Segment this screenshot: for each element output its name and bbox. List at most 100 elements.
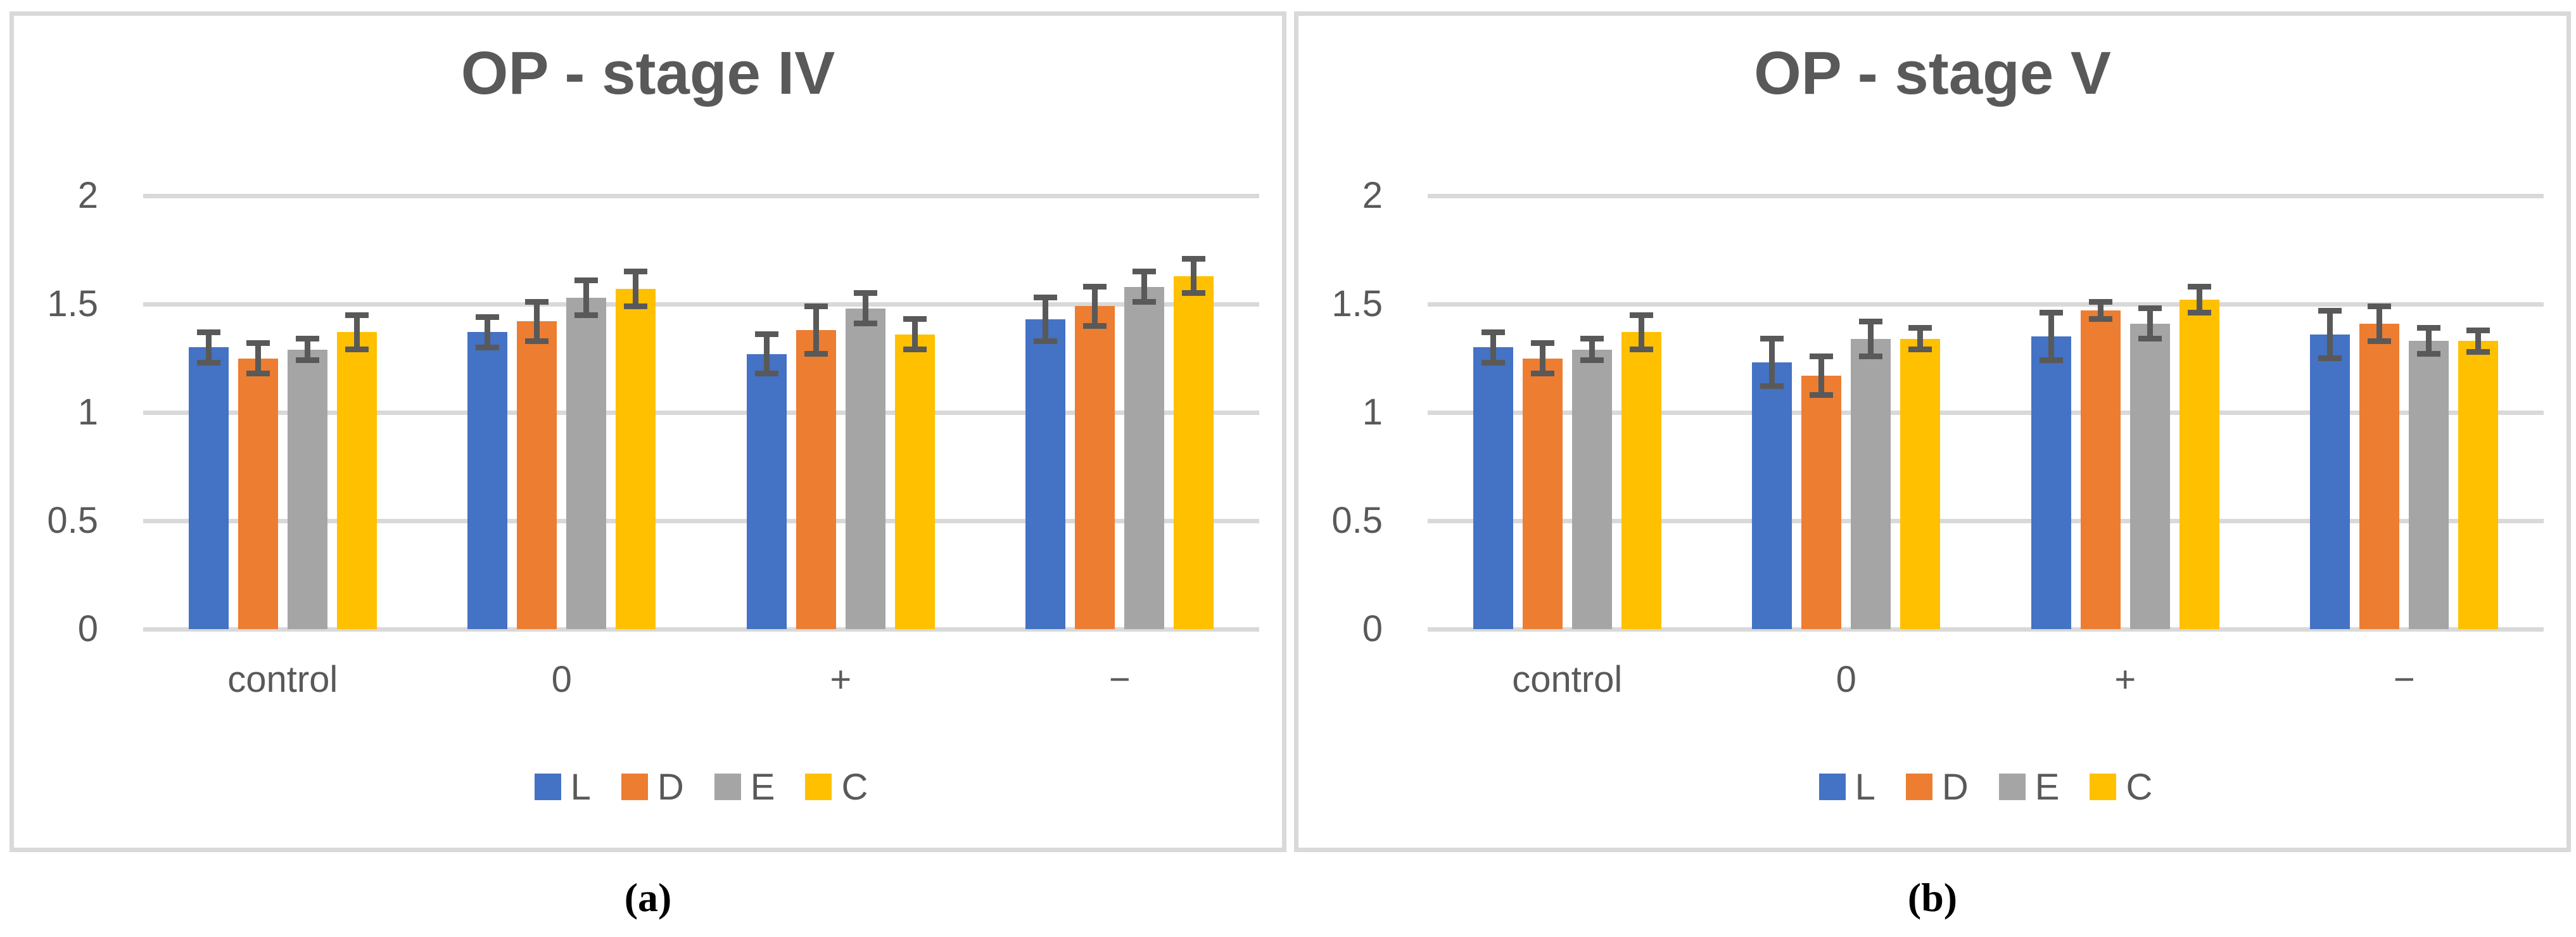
error-bar <box>205 332 212 363</box>
error-bar <box>2327 310 2333 359</box>
error-cap-bottom <box>1629 347 1653 353</box>
chart-panel-stage-iv: OP - stage IV 0 0.5 1 1.5 2 control 0 + − L D E C <box>10 11 1286 852</box>
gridline <box>143 302 1259 307</box>
legend-item-E: E <box>1998 766 2059 808</box>
gridline <box>1428 302 2544 307</box>
bar-L <box>467 332 508 629</box>
bar-L <box>1473 347 1513 629</box>
error-cap-bottom <box>1859 353 1883 359</box>
y-tick-label: 0 <box>1362 608 1383 649</box>
gridline <box>1428 411 2544 415</box>
legend-label: C <box>841 766 868 808</box>
error-cap-bottom <box>1481 359 1505 366</box>
error-cap-top <box>2187 284 2211 290</box>
legend-label: L <box>1855 766 1875 808</box>
legend-swatch-L <box>534 774 561 800</box>
error-bar <box>1092 286 1098 326</box>
gridline <box>143 627 1259 632</box>
error-bar <box>534 302 540 341</box>
error-cap-top <box>853 290 877 296</box>
bar-D <box>2080 310 2121 629</box>
error-cap-bottom <box>1083 322 1107 329</box>
error-cap-top <box>1580 336 1604 342</box>
error-cap-top <box>2368 303 2392 309</box>
x-axis-labels: control 0 + − <box>1428 658 2544 709</box>
legend-item-D: D <box>1905 766 1969 808</box>
error-cap-top <box>2039 310 2063 316</box>
error-cap-top <box>1629 312 1653 318</box>
bar-L <box>2031 336 2071 629</box>
error-bar <box>1917 328 1924 350</box>
error-cap-top <box>1908 325 1932 331</box>
legend-label: D <box>657 766 684 808</box>
error-cap-top <box>1760 336 1784 342</box>
error-bar <box>1818 356 1825 395</box>
error-cap-top <box>1182 255 1206 262</box>
error-bar <box>2196 286 2202 313</box>
error-cap-bottom <box>345 347 369 353</box>
bar-E <box>1571 349 1612 629</box>
error-bar <box>1769 338 1775 386</box>
error-cap-bottom <box>1908 347 1932 353</box>
x-category-label: + <box>2114 659 2136 700</box>
error-cap-top <box>1810 353 1834 359</box>
legend-swatch-D <box>621 774 648 800</box>
error-cap-top <box>624 269 648 275</box>
caption-b: (b) <box>1907 875 1958 920</box>
gridline <box>143 411 1259 415</box>
error-cap-top <box>1530 340 1554 347</box>
error-bar <box>1490 332 1496 363</box>
error-cap-bottom <box>295 357 319 364</box>
bar-L <box>188 347 229 629</box>
x-category-label: 0 <box>551 659 572 700</box>
bar-D <box>1522 358 1563 629</box>
legend-label: E <box>750 766 775 808</box>
gridline <box>1428 194 2544 198</box>
y-tick-label: 0.5 <box>1331 500 1383 541</box>
error-cap-top <box>1133 269 1157 275</box>
error-cap-top <box>2318 307 2342 314</box>
y-tick-label: 0 <box>77 608 98 649</box>
legend-swatch-L <box>1818 774 1846 800</box>
bar-D <box>1075 306 1115 629</box>
error-cap-bottom <box>1530 370 1554 376</box>
error-cap-bottom <box>1580 357 1604 364</box>
legend-item-L: L <box>1818 766 1875 808</box>
bar-D <box>517 321 557 629</box>
bar-E <box>1124 286 1165 629</box>
bar-L <box>746 354 787 629</box>
y-tick-label: 1.5 <box>47 283 98 324</box>
bar-C <box>616 289 656 629</box>
plot-area <box>1428 194 2544 632</box>
legend-swatch-C <box>2090 774 2117 800</box>
x-category-label: 0 <box>1836 659 1856 700</box>
x-category-label: − <box>1108 659 1131 700</box>
chart-title: OP - stage V <box>1754 39 2111 107</box>
error-bar <box>255 343 261 374</box>
gridline <box>1428 519 2544 523</box>
error-cap-bottom <box>853 321 877 327</box>
error-cap-bottom <box>804 351 828 357</box>
y-tick-label: 1 <box>77 392 98 433</box>
legend-item-C: C <box>2090 766 2152 808</box>
y-tick-label: 1 <box>1362 392 1383 433</box>
error-cap-bottom <box>2187 310 2211 316</box>
error-bar <box>1043 297 1049 341</box>
y-tick-label: 0.5 <box>47 500 98 541</box>
x-category-label: − <box>2393 659 2415 700</box>
error-bar <box>2097 302 2103 319</box>
error-cap-top <box>295 336 319 342</box>
bar-E <box>2409 341 2449 629</box>
error-bar <box>911 319 918 350</box>
error-bar <box>2376 306 2383 341</box>
error-bar <box>485 317 491 348</box>
error-bar <box>2147 308 2153 339</box>
error-cap-top <box>525 299 549 305</box>
error-bar <box>1141 271 1148 302</box>
error-cap-top <box>2417 325 2441 331</box>
error-bar <box>1589 338 1595 360</box>
bar-C <box>1621 332 1661 629</box>
error-cap-bottom <box>1810 392 1834 398</box>
